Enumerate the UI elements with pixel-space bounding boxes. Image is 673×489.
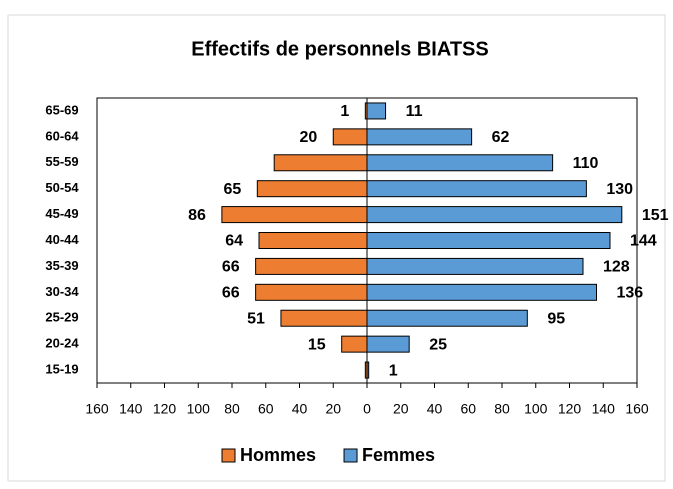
- x-tick-label: 140: [119, 401, 143, 417]
- legend-label: Hommes: [240, 445, 316, 465]
- bar: [258, 232, 368, 249]
- y-tick-label: 60-64: [45, 128, 79, 143]
- x-tick-label: 40: [292, 401, 308, 417]
- bar: [366, 180, 587, 198]
- y-tick-label: 40-44: [45, 232, 79, 247]
- bar: [366, 335, 410, 353]
- bar: [221, 206, 368, 224]
- value-label: 95: [547, 310, 565, 327]
- value-label: 20: [299, 129, 317, 146]
- x-tick-label: 120: [153, 401, 177, 417]
- value-label: 130: [606, 181, 633, 198]
- bar: [366, 232, 611, 249]
- value-label: 64: [225, 233, 243, 250]
- bar: [256, 180, 368, 198]
- y-tick-label: 45-49: [45, 206, 78, 221]
- y-tick-label: 25-29: [45, 310, 78, 325]
- value-label: 62: [492, 129, 510, 146]
- x-tick-label: 80: [494, 401, 510, 417]
- legend-swatch: [221, 448, 236, 463]
- bar: [255, 257, 368, 275]
- value-label: 144: [630, 233, 657, 250]
- value-label: 128: [603, 259, 630, 276]
- x-tick-label: 100: [524, 401, 548, 417]
- value-label: 136: [617, 285, 644, 302]
- bar: [280, 309, 368, 327]
- x-tick-label: 20: [325, 401, 341, 417]
- chart-title: Effectifs de personnels BIATSS: [191, 38, 488, 60]
- x-tick-label: 60: [258, 401, 274, 417]
- bar: [366, 309, 528, 327]
- value-label: 11: [406, 103, 423, 120]
- value-label: 65: [224, 181, 242, 198]
- x-tick-label: 0: [363, 401, 371, 417]
- x-tick-label: 20: [393, 401, 409, 417]
- x-tick-label: 40: [427, 401, 443, 417]
- value-label: 86: [188, 207, 206, 224]
- x-tick-label: 100: [187, 401, 211, 417]
- y-tick-label: 20-24: [45, 336, 79, 351]
- bar: [255, 283, 368, 301]
- y-tick-label: 55-59: [45, 154, 78, 169]
- chart-border: [7, 14, 666, 482]
- x-tick-label: 160: [625, 401, 649, 417]
- bar: [366, 257, 584, 275]
- value-label: 110: [573, 155, 599, 172]
- value-label: 25: [429, 336, 447, 353]
- y-tick-label: 15-19: [45, 361, 78, 376]
- value-label: 151: [642, 207, 669, 224]
- legend-label: Femmes: [362, 445, 435, 465]
- x-tick-label: 120: [558, 401, 582, 417]
- x-tick-label: 160: [85, 401, 109, 417]
- value-label: 1: [389, 362, 398, 379]
- x-tick-label: 80: [224, 401, 240, 417]
- bar: [366, 154, 554, 172]
- value-label: 66: [222, 285, 240, 302]
- bar: [273, 154, 368, 172]
- value-label: 66: [222, 259, 240, 276]
- y-tick-label: 35-39: [45, 258, 78, 273]
- value-label: 1: [340, 103, 349, 120]
- value-label: 15: [308, 336, 326, 353]
- bar: [366, 102, 387, 120]
- bar: [341, 335, 368, 353]
- bar: [366, 283, 597, 301]
- y-tick-label: 50-54: [45, 180, 79, 195]
- bar: [366, 128, 473, 146]
- bar: [332, 128, 368, 146]
- legend-swatch: [343, 448, 358, 463]
- bar: [366, 206, 623, 224]
- y-tick-label: 30-34: [45, 284, 79, 299]
- value-label: 51: [247, 310, 265, 327]
- x-tick-label: 60: [460, 401, 476, 417]
- y-tick-label: 65-69: [45, 102, 78, 117]
- x-tick-label: 140: [592, 401, 616, 417]
